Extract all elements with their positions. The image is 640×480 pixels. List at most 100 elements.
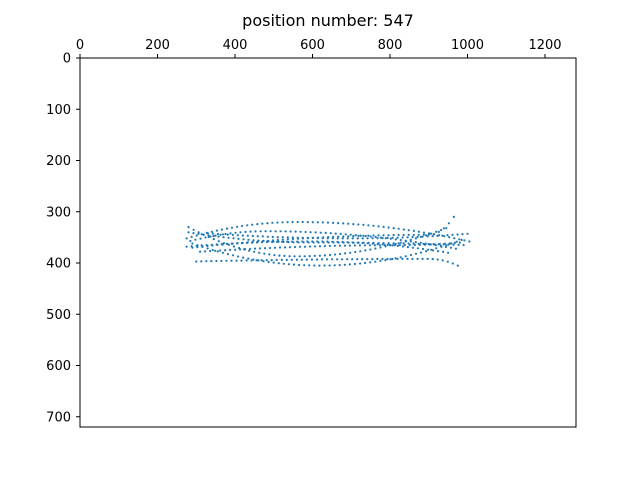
data-point — [236, 225, 239, 228]
data-point — [257, 239, 260, 242]
data-point — [298, 245, 302, 248]
data-point — [419, 235, 422, 238]
data-point — [313, 264, 316, 267]
data-point — [308, 264, 311, 267]
data-point — [245, 241, 248, 244]
data-point — [436, 258, 439, 261]
data-point — [321, 240, 324, 243]
data-point — [231, 254, 235, 257]
data-point — [244, 248, 247, 251]
data-point — [283, 254, 286, 257]
data-point — [247, 238, 250, 241]
data-point — [371, 237, 374, 240]
data-point — [199, 250, 202, 253]
data-point — [326, 221, 330, 224]
data-point — [229, 232, 232, 235]
data-point — [419, 251, 423, 254]
data-point — [376, 243, 379, 246]
y-tick-label: 100 — [46, 103, 71, 118]
data-point — [326, 240, 329, 243]
data-point — [206, 247, 209, 250]
data-point — [341, 258, 344, 261]
data-point — [221, 233, 224, 236]
data-point — [252, 239, 255, 242]
data-point — [440, 228, 443, 232]
data-point — [391, 236, 394, 239]
data-point — [215, 259, 218, 263]
data-point — [414, 241, 417, 244]
data-point — [239, 231, 242, 234]
data-point — [396, 236, 399, 239]
data-point — [200, 244, 203, 247]
data-point — [352, 223, 355, 226]
data-point — [378, 244, 381, 247]
data-point — [197, 231, 200, 234]
data-point — [363, 244, 366, 247]
data-point — [288, 246, 292, 249]
data-point — [382, 225, 385, 228]
data-point — [282, 262, 285, 265]
data-point — [416, 257, 419, 260]
data-point — [254, 230, 257, 233]
data-point — [265, 259, 268, 262]
data-point — [276, 221, 279, 224]
data-point — [247, 257, 250, 260]
data-point — [292, 263, 296, 266]
data-point — [313, 254, 316, 257]
x-tick-label: 600 — [300, 38, 325, 53]
data-point — [424, 234, 428, 237]
data-point — [448, 242, 451, 245]
data-point — [373, 244, 376, 247]
data-point — [346, 258, 349, 261]
data-point — [389, 258, 392, 261]
data-point — [354, 250, 357, 254]
data-point — [211, 232, 214, 235]
data-point — [401, 257, 404, 260]
data-point — [361, 241, 364, 245]
data-point — [227, 243, 230, 246]
data-point — [261, 235, 264, 238]
data-point — [381, 257, 384, 261]
data-point — [311, 240, 314, 243]
data-point — [225, 227, 229, 230]
data-point — [336, 258, 339, 261]
y-tick-label: 200 — [46, 154, 71, 169]
data-point — [402, 242, 405, 245]
data-point — [338, 244, 341, 247]
data-point — [237, 237, 240, 240]
data-point — [430, 248, 433, 251]
data-point — [333, 244, 336, 247]
data-point — [339, 252, 342, 256]
data-point — [436, 234, 439, 237]
data-point — [446, 234, 449, 237]
data-point — [214, 234, 217, 237]
data-point — [421, 235, 424, 238]
data-point — [241, 234, 244, 237]
data-point — [219, 233, 222, 236]
data-point — [435, 230, 438, 233]
data-point — [260, 241, 264, 244]
data-point — [207, 234, 210, 237]
data-point — [296, 240, 299, 243]
data-point — [222, 242, 225, 245]
data-point — [397, 227, 400, 230]
data-point — [256, 223, 259, 226]
x-axis: 0 200 400 600 800 1000 1200 — [76, 38, 562, 58]
data-point — [285, 258, 288, 261]
data-point — [466, 232, 469, 235]
data-point — [366, 258, 369, 261]
data-point — [442, 250, 445, 253]
data-point — [306, 236, 309, 239]
y-axis: 0 100 200 300 400 500 600 700 — [46, 52, 80, 425]
data-point — [261, 222, 264, 225]
data-point — [386, 257, 389, 261]
data-point — [463, 239, 466, 242]
data-point — [325, 258, 329, 261]
data-point — [337, 222, 340, 225]
data-point — [386, 236, 389, 239]
data-point — [353, 244, 356, 247]
data-point — [449, 246, 452, 249]
data-point — [411, 257, 414, 260]
data-point — [308, 245, 312, 248]
data-point — [281, 238, 284, 241]
